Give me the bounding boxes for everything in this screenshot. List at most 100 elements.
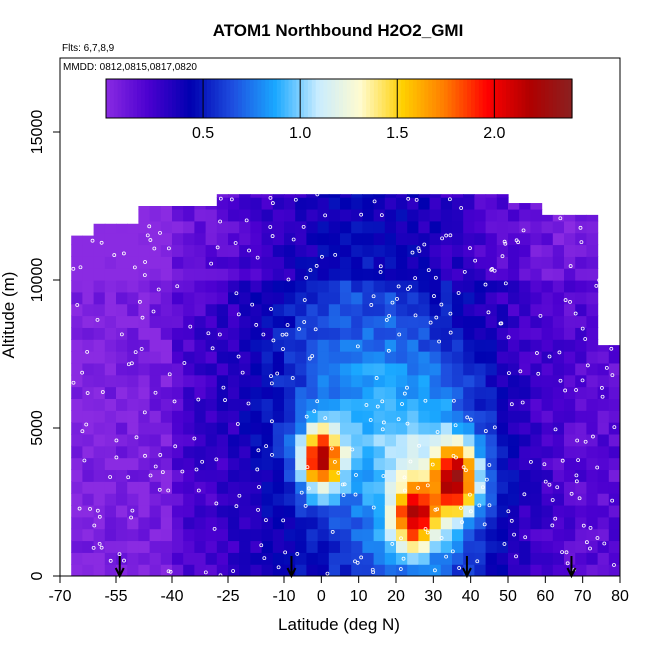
heatmap-cell: [160, 528, 173, 542]
heatmap-cell: [440, 469, 453, 482]
heatmap-cell: [194, 422, 207, 435]
heatmap-cell: [452, 493, 464, 506]
heatmap-cell: [530, 540, 543, 553]
heatmap-cell: [418, 194, 431, 198]
heatmap-cell: [519, 291, 531, 305]
observation-point: [577, 496, 582, 501]
heatmap-cell: [250, 481, 263, 494]
heatmap-cell: [205, 564, 218, 576]
observation-point: [246, 401, 251, 406]
heatmap-cell: [284, 552, 296, 565]
heatmap-cell: [608, 386, 620, 399]
heatmap-cell: [373, 232, 386, 246]
heatmap-cell: [104, 374, 117, 388]
heatmap-cell: [272, 220, 285, 234]
heatmap-cell: [216, 528, 229, 542]
heatmap-cell: [340, 398, 352, 411]
heatmap-cell: [295, 564, 307, 576]
heatmap-cell: [564, 220, 576, 234]
heatmap-cell: [452, 339, 464, 352]
heatmap-cell: [116, 457, 128, 471]
colorbar-segment: [502, 79, 507, 118]
heatmap-cell: [340, 552, 352, 565]
heatmap-cell: [149, 528, 162, 542]
heatmap-cell: [239, 327, 251, 340]
x-tick-label: 80: [611, 588, 629, 605]
heatmap-cell: [261, 516, 274, 530]
heatmap-cell: [463, 445, 475, 459]
heatmap-cell: [362, 280, 375, 293]
heatmap-cell: [429, 362, 442, 376]
colorbar-segment: [276, 79, 282, 118]
heatmap-cell: [586, 433, 599, 447]
heatmap-cell: [597, 345, 610, 352]
observation-point: [323, 416, 328, 421]
observation-point: [153, 390, 158, 395]
heatmap-cell: [250, 194, 263, 198]
observation-point: [156, 287, 161, 292]
heatmap-cell: [284, 386, 296, 399]
heatmap-cell: [228, 540, 240, 553]
heatmap-cell: [317, 445, 330, 459]
colorbar-segment: [300, 79, 305, 118]
heatmap-cell: [317, 493, 330, 506]
heatmap-cell: [351, 244, 363, 257]
heatmap-cell: [284, 410, 296, 423]
heatmap-cell: [396, 481, 408, 494]
heatmap-cell: [564, 214, 576, 222]
heatmap-cell: [172, 206, 184, 210]
heatmap-cell: [474, 339, 487, 352]
heatmap-cell: [228, 433, 240, 447]
heatmap-cell: [228, 552, 240, 565]
heatmap-cell: [116, 386, 128, 399]
observation-point: [302, 298, 307, 302]
observation-point: [468, 509, 473, 514]
observation-point: [512, 532, 516, 537]
heatmap-cell: [384, 504, 397, 518]
heatmap-cell: [261, 422, 274, 435]
heatmap-cell: [508, 374, 520, 388]
heatmap-cell: [452, 256, 464, 269]
heatmap-cell: [429, 339, 442, 352]
heatmap-cell: [104, 362, 117, 376]
heatmap-cell: [194, 220, 207, 234]
heatmap-cell: [396, 327, 408, 340]
heatmap-cell: [384, 552, 397, 565]
observation-point: [368, 418, 373, 422]
heatmap-cell: [463, 268, 475, 281]
heatmap-cell: [82, 504, 95, 518]
heatmap-cell: [396, 504, 408, 518]
heatmap-cell: [239, 315, 251, 328]
heatmap-cell: [418, 528, 431, 542]
heatmap-cell: [272, 433, 285, 447]
observation-point: [180, 469, 185, 474]
heatmap-cell: [530, 374, 543, 388]
heatmap-cell: [250, 315, 263, 328]
observation-point: [413, 276, 418, 281]
heatmap-cell: [407, 445, 419, 459]
heatmap-cell: [407, 327, 419, 340]
heatmap-cell: [474, 303, 487, 317]
heatmap-cell: [205, 445, 218, 459]
observation-point: [584, 540, 589, 545]
heatmap-cell: [407, 362, 419, 376]
observation-point: [514, 238, 519, 243]
observation-point: [108, 475, 113, 479]
heatmap-cell: [575, 232, 587, 246]
heatmap-cell: [463, 197, 475, 210]
heatmap-cell: [519, 398, 531, 411]
heatmap-cell: [172, 540, 184, 553]
heatmap-cell: [508, 327, 520, 340]
heatmap-cell: [272, 445, 285, 459]
heatmap-cell: [71, 481, 83, 494]
observation-point: [384, 318, 389, 322]
observation-point: [129, 361, 134, 366]
heatmap-cell: [261, 410, 274, 423]
heatmap-cell: [373, 244, 386, 257]
heatmap-cell: [295, 493, 307, 506]
heatmap-cell: [160, 303, 173, 317]
colorbar-segment: [533, 79, 538, 118]
heatmap-cell: [104, 552, 117, 565]
heatmap-cell: [474, 374, 487, 388]
observation-point: [167, 372, 172, 377]
